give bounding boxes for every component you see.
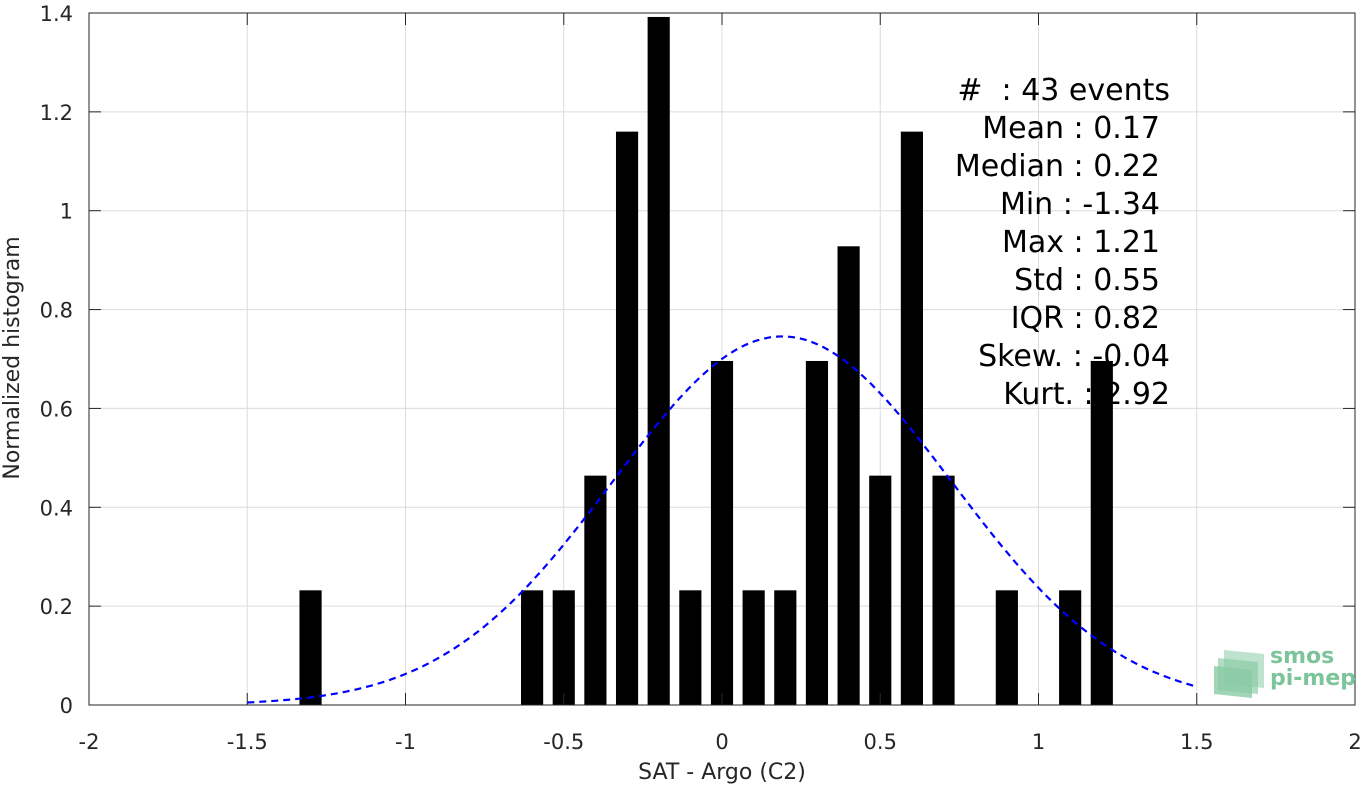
- stat-value: 43 events: [1021, 73, 1170, 108]
- logo-line-2: pi-mep: [1270, 666, 1357, 691]
- y-tick-labels: 0 0.2 0.4 0.6 0.8 1 1.2 1.4: [40, 2, 73, 718]
- y-tick-label: 0.8: [40, 299, 73, 323]
- stat-key: Kurt. :: [1003, 377, 1104, 412]
- histogram-bar: [805, 360, 829, 705]
- stat-key: Mean :: [982, 111, 1094, 146]
- x-tick-label: 1: [1032, 730, 1045, 754]
- x-axis-label: SAT - Argo (C2): [638, 760, 806, 785]
- histogram-bar: [837, 246, 860, 705]
- stat-key: IQR :: [1010, 301, 1094, 336]
- y-tick-label: 0: [60, 694, 73, 718]
- stat-value: 0.55: [1093, 263, 1160, 298]
- stat-value: 1.21: [1093, 225, 1160, 260]
- stat-row: Kurt. : 2.92: [930, 376, 1170, 414]
- histogram-bar: [1090, 360, 1113, 705]
- histogram-bar: [710, 360, 734, 705]
- histogram-bar: [932, 475, 955, 705]
- stat-value: 0.22: [1093, 149, 1160, 184]
- histogram-bar: [1059, 590, 1082, 705]
- y-tick-label: 0.4: [40, 496, 73, 520]
- y-tick-label: 1: [60, 200, 73, 224]
- x-tick-label: -1.5: [227, 730, 268, 754]
- statistics-panel: # : 43 events Mean : 0.17 Median : 0.22 Min…: [930, 72, 1170, 414]
- logo-line-1: smos: [1270, 644, 1335, 669]
- x-tick-label: 2: [1348, 730, 1361, 754]
- histogram-bar: [774, 590, 797, 705]
- x-tick-label: 1.5: [1180, 730, 1213, 754]
- histogram-bars: [299, 16, 1113, 706]
- histogram-bar: [900, 131, 923, 706]
- y-axis-label: Normalized histogram: [0, 236, 25, 479]
- stat-row: # : 43 events: [930, 72, 1170, 110]
- stat-value: 2.92: [1103, 377, 1170, 412]
- histogram-bar: [679, 590, 702, 705]
- histogram-bar: [995, 590, 1018, 705]
- stat-key: # :: [957, 73, 1022, 108]
- stat-row: Std : 0.55: [930, 262, 1170, 300]
- stat-key: Median :: [954, 149, 1094, 184]
- x-tick-label: -1: [395, 730, 416, 754]
- x-tick-labels: -2 -1.5 -1 -0.5 0 0.5 1 1.5 2: [79, 730, 1362, 754]
- stat-row: Median : 0.22: [930, 148, 1170, 186]
- stat-row: Mean : 0.17: [930, 110, 1170, 148]
- x-tick-label: 0.5: [864, 730, 897, 754]
- histogram-bar: [869, 475, 892, 705]
- histogram-bar: [521, 590, 544, 705]
- x-tick-label: 0: [715, 730, 728, 754]
- stat-row: IQR : 0.82: [930, 300, 1170, 338]
- histogram-bar: [615, 131, 639, 706]
- smos-pimep-logo-icon: [1214, 650, 1264, 698]
- stat-key: Std :: [1014, 263, 1094, 298]
- histogram-bar: [647, 16, 670, 706]
- stat-value: -1.34: [1082, 187, 1160, 222]
- stat-value: 0.82: [1093, 301, 1160, 336]
- axes: [88, 12, 1356, 706]
- y-tick-label: 1.4: [40, 2, 73, 26]
- stat-key: Max :: [1002, 225, 1094, 260]
- stat-row: Min : -1.34: [930, 186, 1170, 224]
- histogram-bar: [552, 590, 575, 705]
- y-tick-label: 1.2: [40, 101, 73, 125]
- logo-text: smos pi-mep: [1270, 646, 1356, 690]
- stat-key: Min :: [999, 187, 1083, 222]
- histogram-bar: [299, 590, 322, 705]
- histogram-bar: [742, 590, 765, 705]
- y-tick-label: 0.2: [40, 595, 73, 619]
- x-tick-label: -2: [79, 730, 100, 754]
- stat-value: 0.17: [1093, 111, 1160, 146]
- x-tick-label: -0.5: [543, 730, 584, 754]
- stat-row: Max : 1.21: [930, 224, 1170, 262]
- histogram-bar: [584, 475, 607, 705]
- stat-value: -0.04: [1092, 339, 1170, 374]
- stat-row: Skew. : -0.04: [930, 338, 1170, 376]
- stat-key: Skew. :: [978, 339, 1093, 374]
- normal-fit-curve: [247, 335, 1198, 704]
- y-tick-label: 0.6: [40, 397, 73, 421]
